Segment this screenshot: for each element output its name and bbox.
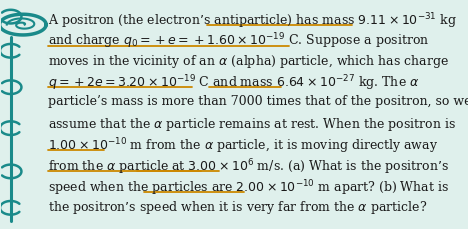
Text: speed when the particles are $2.00 \times 10^{-10}$ m apart? (b) What is: speed when the particles are $2.00 \time… — [48, 178, 449, 198]
Text: $q = +2e = 3.20 \times 10^{-19}$ C and mass $6.64 \times 10^{-27}$ kg. The $\alp: $q = +2e = 3.20 \times 10^{-19}$ C and m… — [48, 74, 420, 93]
Text: particle’s mass is more than 7000 times that of the positron, so we: particle’s mass is more than 7000 times … — [48, 95, 468, 108]
Text: moves in the vicinity of an $\alpha$ (alpha) particle, which has charge: moves in the vicinity of an $\alpha$ (al… — [48, 53, 449, 70]
Text: from the $\alpha$ particle at $3.00 \times 10^{6}$ m/s. (a) What is the positron: from the $\alpha$ particle at $3.00 \tim… — [48, 158, 449, 177]
Text: and charge $q_0 = +e = +1.60 \times 10^{-19}$ C. Suppose a positron: and charge $q_0 = +e = +1.60 \times 10^{… — [48, 32, 430, 52]
Text: the positron’s speed when it is very far from the $\alpha$ particle?: the positron’s speed when it is very far… — [48, 199, 427, 216]
Text: $1.00 \times 10^{-10}$ m from the $\alpha$ particle, it is moving directly away: $1.00 \times 10^{-10}$ m from the $\alph… — [48, 136, 439, 156]
Text: A positron (the electron’s antiparticle) has mass $9.11 \times 10^{-31}$ kg: A positron (the electron’s antiparticle)… — [48, 11, 457, 30]
Text: assume that the $\alpha$ particle remains at rest. When the positron is: assume that the $\alpha$ particle remain… — [48, 116, 456, 133]
